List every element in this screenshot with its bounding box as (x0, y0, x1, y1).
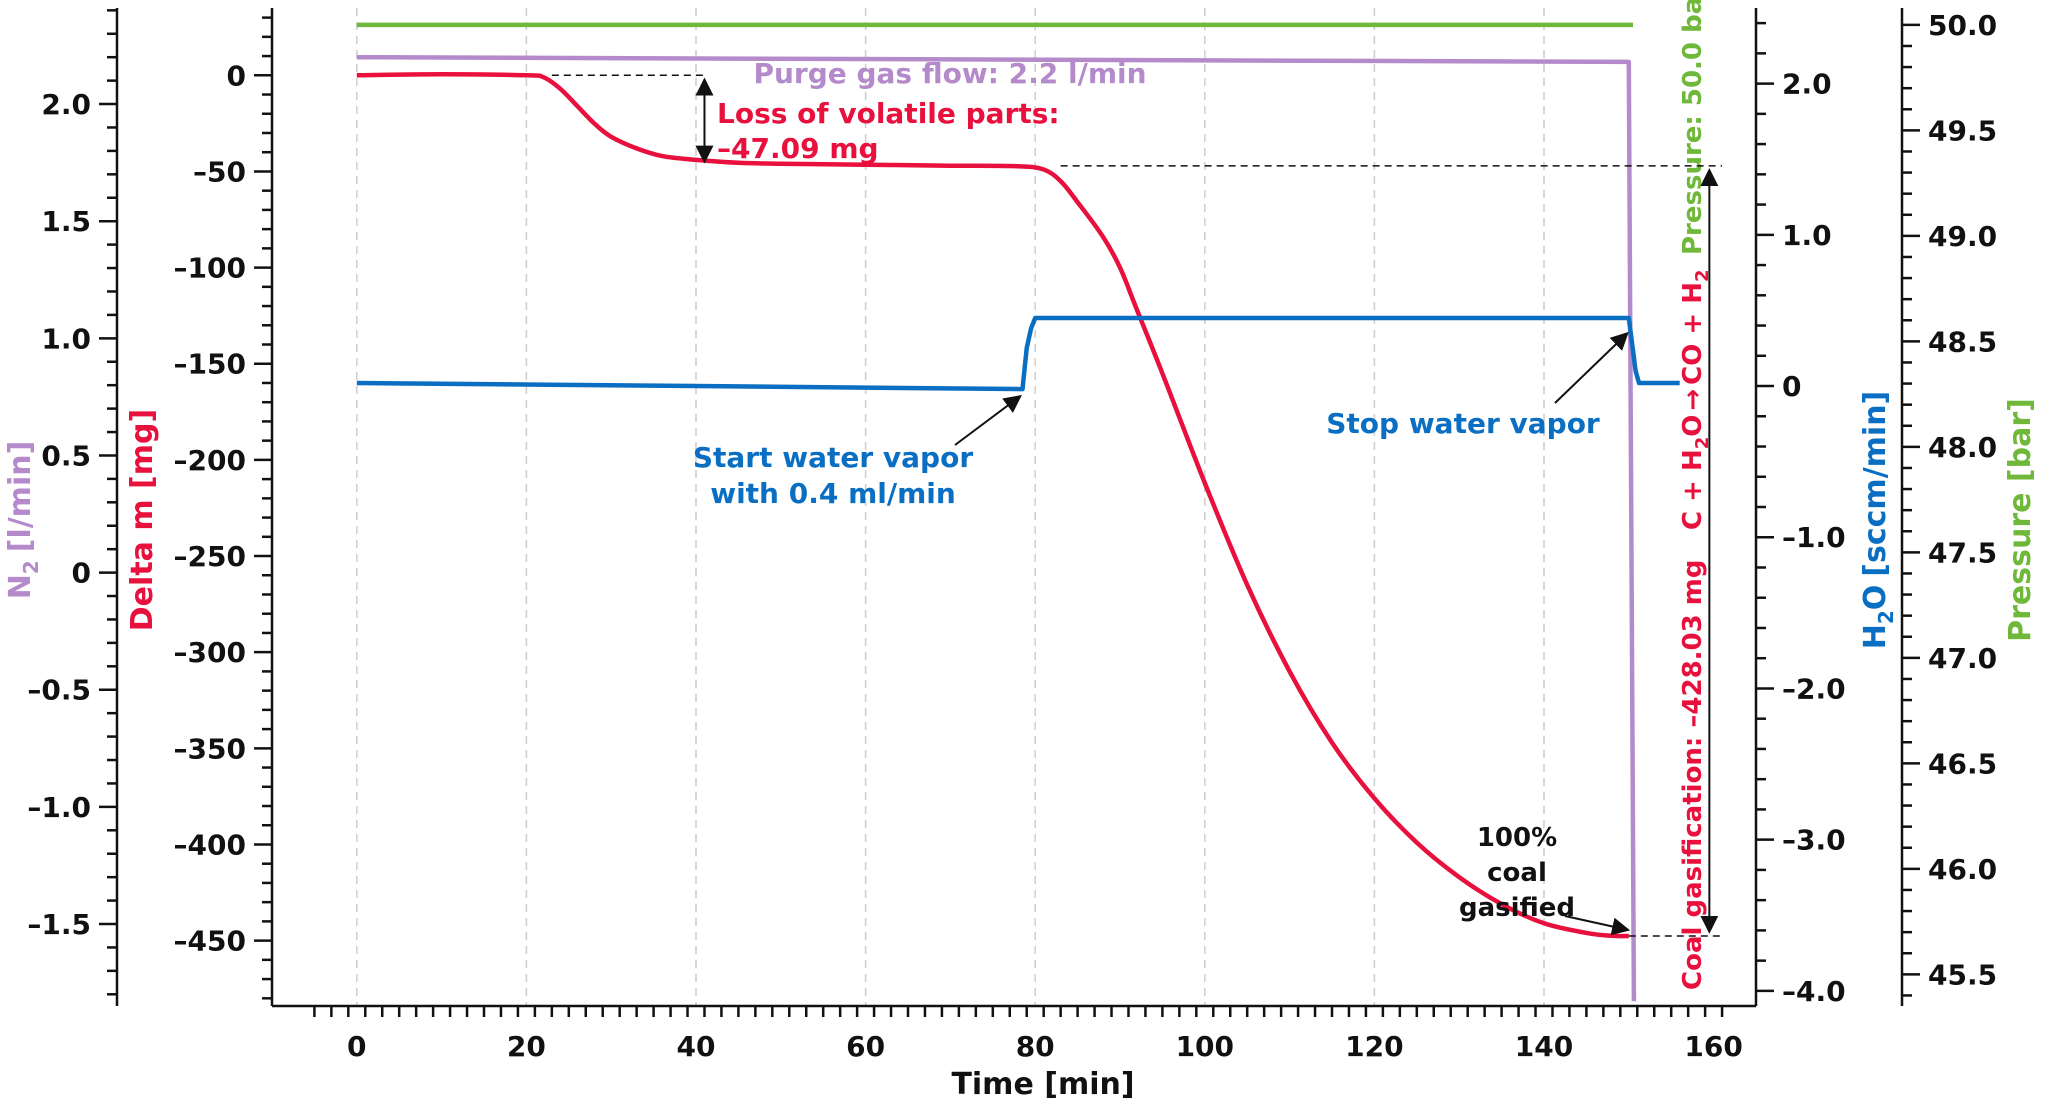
stop-vapor-label: Stop water vapor (1326, 407, 1600, 440)
pressure-tick-label: 46.0 (1928, 853, 1997, 886)
gasified-label-line2: coal (1487, 858, 1547, 888)
delta_m-tick-label: –250 (174, 540, 246, 573)
pressure-tick-label: 49.5 (1928, 114, 1997, 147)
x-tick-label: 60 (846, 1030, 885, 1063)
volatile-label-line1: Loss of volatile parts: (717, 97, 1060, 130)
h2o-tick-label: 0 (1782, 370, 1801, 403)
n2-tick-label: 1.5 (41, 205, 91, 238)
n2-axis-label: N2[l/min] (3, 441, 43, 600)
n2-tick-label: 2.0 (41, 88, 91, 121)
stop-vapor-arrow (1554, 331, 1629, 404)
start-vapor-label-line1: Start water vapor (693, 441, 974, 474)
delta_m-tick-label: –50 (193, 155, 246, 188)
pressure-tick-label: 50.0 (1928, 9, 1997, 42)
start-vapor-arrow (954, 394, 1022, 446)
x-tick-label: 80 (1016, 1030, 1055, 1063)
annotations: Purge gas flow: 2.2 l/min Loss of volati… (3, 0, 2038, 1102)
delta_m-series-line (356, 72, 1629, 939)
pressure-tick-label: 49.0 (1928, 220, 1997, 253)
h2o-tick-label: –4.0 (1782, 975, 1846, 1008)
gasified-label-line3: gasified (1459, 893, 1575, 923)
h2o-tick-label: 1.0 (1782, 219, 1832, 252)
n2-tick-label: –0.5 (27, 674, 91, 707)
h2o-axis-label: H2O[sccm/min] (1858, 391, 1898, 650)
pressure-note-label: Pressure: 50.0 bar (1678, 0, 1708, 255)
n2-tick-label: 0 (72, 557, 91, 590)
h2o-tick-label: 2.0 (1782, 68, 1832, 101)
grid-lines (356, 8, 1545, 1006)
n2-tick-label: –1.0 (27, 791, 91, 824)
n2-tick-label: –1.5 (27, 908, 91, 941)
x-tick-label: 120 (1345, 1030, 1403, 1063)
gasified-arrow (1564, 915, 1631, 936)
delta_m-tick-label: –450 (174, 925, 246, 958)
delta_m-tick-label: –200 (174, 444, 246, 477)
pressure-tick-label: 48.0 (1928, 431, 1997, 464)
purge-label: Purge gas flow: 2.2 l/min (753, 57, 1146, 90)
series (356, 22, 1680, 1002)
pressure-tick-label: 47.0 (1928, 642, 1997, 675)
reaction-equation: C + H2O→CO + H2 (1678, 269, 1713, 530)
x-tick-label: 100 (1176, 1030, 1234, 1063)
x-tick-label: 20 (507, 1030, 546, 1063)
h2o-tick-label: –3.0 (1782, 824, 1846, 857)
gasification-label: Coal gasification: –428.03 mg (1678, 560, 1708, 990)
h2o-tick-label: –2.0 (1782, 672, 1846, 705)
pressure-tick-label: 48.5 (1928, 325, 1997, 358)
x-axis-label: Time [min] (951, 1067, 1134, 1102)
n2-tick-label: 1.0 (41, 322, 91, 355)
volatile-label-line2: –47.09 mg (717, 132, 879, 165)
delta_m-tick-label: –350 (174, 732, 246, 765)
delta_m-tick-label: –400 (174, 828, 246, 861)
pressure-axis-label: Pressure [bar] (2003, 398, 2038, 642)
x-tick-label: 160 (1684, 1030, 1742, 1063)
h2o-series-line (356, 315, 1680, 392)
delta-m-axis-label: Delta m [mg] (125, 409, 160, 631)
x-tick-label: 40 (677, 1030, 716, 1063)
delta_m-tick-label: –300 (174, 636, 246, 669)
pressure-tick-label: 45.5 (1928, 958, 1997, 991)
delta_m-tick-label: –150 (174, 348, 246, 381)
pressure-tick-label: 47.5 (1928, 536, 1997, 569)
h2o-tick-label: –1.0 (1782, 521, 1846, 554)
start-vapor-label-line2: with 0.4 ml/min (710, 477, 956, 510)
n2-tick-label: 0.5 (41, 439, 91, 472)
pressure-tick-label: 46.5 (1928, 747, 1997, 780)
gasified-label-line1: 100% (1477, 823, 1557, 853)
delta_m-tick-label: –100 (174, 252, 246, 285)
delta_m-tick-label: 0 (227, 59, 246, 92)
n2-series-line (356, 54, 1637, 1002)
x-tick-label: 140 (1515, 1030, 1573, 1063)
axes: 0 20 40 60 80 100 120 140 160 0 –50 –100 –150 –200 –25… (27, 8, 1997, 1063)
x-tick-label: 0 (347, 1030, 366, 1063)
